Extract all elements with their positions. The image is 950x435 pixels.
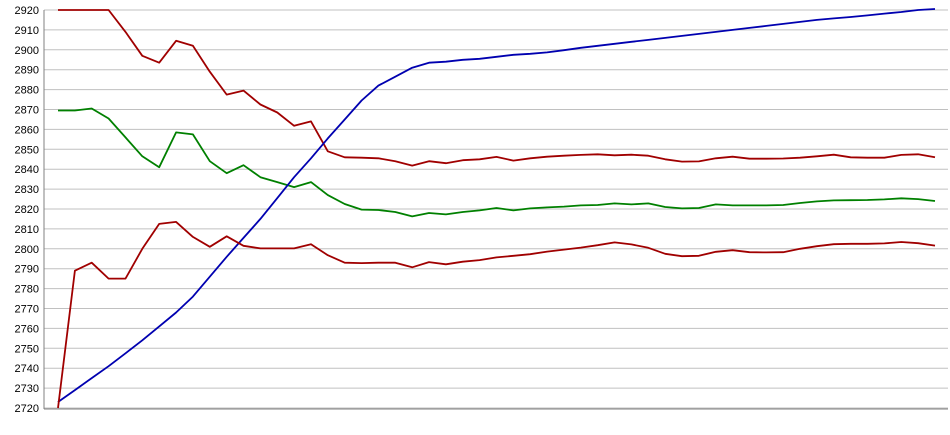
series-red-lower (57, 220, 936, 409)
series-red-upper (58, 9, 936, 167)
y-axis-tick-label: 2880 (15, 85, 39, 97)
y-axis-tick-label: 2810 (15, 224, 39, 236)
y-axis-tick-label: 2760 (15, 323, 39, 335)
y-axis-tick-label: 2910 (15, 25, 39, 37)
y-axis-tick-label: 2860 (15, 124, 39, 136)
y-axis-tick-label: 2820 (15, 204, 39, 216)
y-axis-tick-label: 2920 (15, 5, 39, 17)
y-axis-tick-label: 2730 (15, 383, 39, 395)
y-axis-tick-label: 2890 (15, 65, 39, 77)
y-axis-tick-label: 2870 (15, 105, 39, 117)
y-axis-tick-label: 2840 (15, 164, 39, 176)
y-axis-tick-label: 2740 (15, 363, 39, 375)
y-axis-tick-label: 2750 (15, 343, 39, 355)
series-blue-rising (57, 8, 936, 403)
y-axis-tick-label: 2720 (15, 403, 39, 415)
series-green-mid (58, 107, 936, 218)
y-axis-tick-label: 2770 (15, 304, 39, 316)
y-axis-tick-label: 2780 (15, 284, 39, 296)
y-axis-tick-label: 2800 (15, 244, 39, 256)
y-axis-tick-label: 2790 (15, 264, 39, 276)
y-axis-tick-label: 2850 (15, 144, 39, 156)
y-axis-tick-label: 2830 (15, 184, 39, 196)
y-axis-tick-label: 2900 (15, 45, 39, 57)
